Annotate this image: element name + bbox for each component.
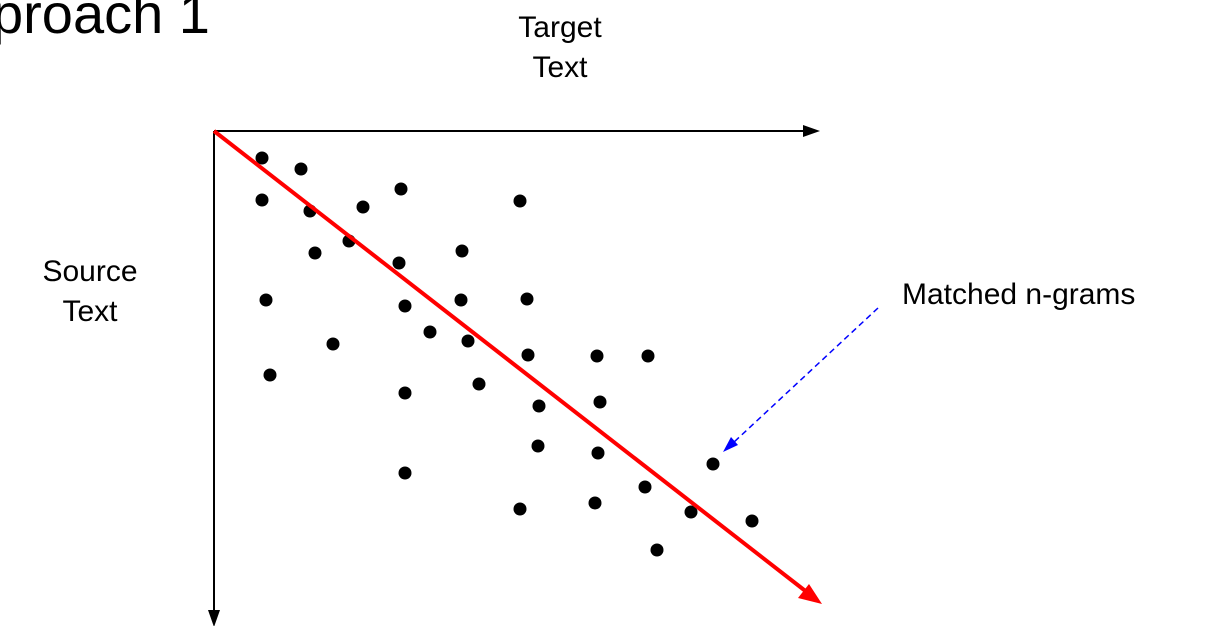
ngram-point (638, 480, 652, 494)
source-axis-arrowhead (208, 610, 220, 626)
ngram-point (259, 293, 273, 307)
ngram-point (255, 151, 269, 165)
ngram-point (472, 377, 486, 391)
ngram-point (684, 505, 698, 519)
source-text-label: Source Text (30, 252, 150, 332)
callout-arrowhead (723, 437, 738, 452)
ngram-point (394, 182, 408, 196)
ngram-point (423, 325, 437, 339)
source-label-line-1: Source (42, 255, 138, 288)
ngram-point (392, 256, 406, 270)
ngram-points (255, 151, 759, 557)
ngram-point (398, 386, 412, 400)
target-label-line-2: Text (532, 51, 588, 84)
ngram-point (590, 349, 604, 363)
ngram-point (532, 399, 546, 413)
ngram-point (461, 334, 475, 348)
ngram-point (593, 395, 607, 409)
ngram-point (398, 299, 412, 313)
ngram-point (588, 496, 602, 510)
ngram-point (308, 246, 322, 260)
ngram-point (745, 514, 759, 528)
ngram-point (513, 194, 527, 208)
matched-ngrams-label: Matched n-grams (902, 278, 1136, 311)
ngram-point (356, 200, 370, 214)
ngram-point (263, 368, 277, 382)
callout-arrow-line (732, 307, 879, 444)
ngram-point (326, 337, 340, 351)
ngram-point (521, 348, 535, 362)
ngram-point (706, 457, 720, 471)
ngram-point (520, 292, 534, 306)
ngram-point (398, 466, 412, 480)
ngram-point (454, 293, 468, 307)
ngram-point (255, 193, 269, 207)
alignment-diagonal-arrowhead (798, 584, 822, 604)
alignment-diagonal (212, 129, 810, 595)
ngram-point (591, 446, 605, 460)
ngram-point (294, 162, 308, 176)
target-label-line-1: Target (518, 11, 602, 44)
source-label-line-2: Text (62, 295, 118, 328)
ngram-point (650, 543, 664, 557)
slide-title: proach 1 (0, 0, 210, 45)
ngram-point (513, 502, 527, 516)
target-axis-arrowhead (803, 125, 820, 137)
ngram-point (531, 439, 545, 453)
target-text-label: Target Text (505, 8, 615, 88)
ngram-point (641, 349, 655, 363)
ngram-point (455, 244, 469, 258)
